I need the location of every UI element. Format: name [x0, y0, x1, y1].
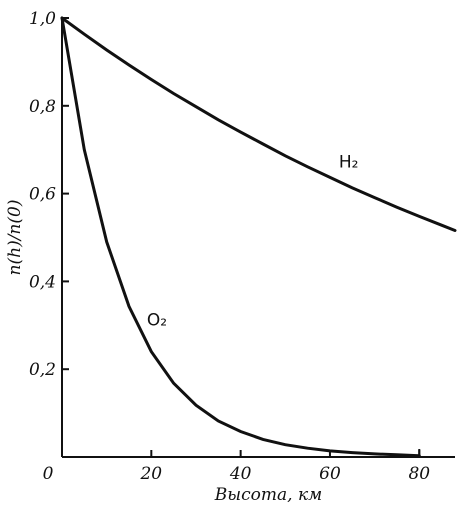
y-tick-label-3: 0,8 — [29, 97, 56, 117]
x-tick-label-1: 20 — [139, 464, 162, 484]
labels: H₂ O₂ — [147, 152, 359, 330]
y-tick-label-1: 0,4 — [29, 272, 56, 292]
curves — [60, 16, 457, 458]
series-label-0: H₂ — [339, 152, 359, 172]
x-tick-label-2: 40 — [229, 464, 252, 484]
y-tick-label-2: 0,6 — [29, 185, 56, 205]
x-tick-label-3: 60 — [319, 464, 341, 484]
ticks: 0 20 40 60 80 0,2 0,4 0,6 0,8 1,0 — [29, 9, 430, 484]
series-line-1 — [60, 16, 421, 458]
y-axis-label: n(h)/n(0) — [5, 200, 25, 276]
x-tick-label-0: 0 — [43, 464, 54, 484]
series-line-0 — [60, 16, 457, 232]
series-label-1: O₂ — [147, 310, 167, 330]
x-axis-label: Высота, км — [214, 485, 322, 505]
y-tick-label-0: 0,2 — [29, 360, 56, 380]
axes — [61, 18, 455, 458]
x-tick-label-4: 80 — [408, 464, 430, 484]
y-tick-label-4: 1,0 — [29, 9, 56, 29]
